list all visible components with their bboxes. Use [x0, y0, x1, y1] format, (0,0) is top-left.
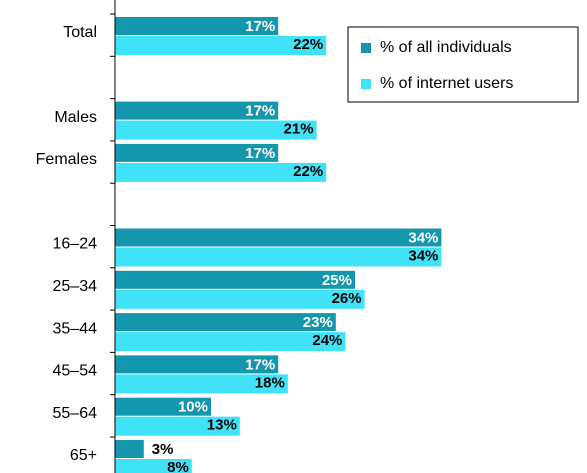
value-label: 10%: [178, 399, 208, 416]
value-label: 21%: [284, 121, 314, 138]
value-label: 17%: [245, 145, 275, 162]
bar: [115, 247, 442, 267]
bar: [115, 17, 279, 35]
bar: [115, 36, 327, 55]
legend-label: % of all individuals: [380, 39, 512, 56]
bar: [115, 355, 279, 374]
value-label: 18%: [255, 374, 285, 391]
y-tick-label: 25–34: [53, 278, 98, 295]
bar: [115, 270, 355, 289]
bar: [115, 289, 365, 309]
value-label: 3%: [152, 441, 174, 458]
value-label: 22%: [293, 36, 323, 53]
value-label: 25%: [322, 272, 352, 289]
value-label: 17%: [245, 18, 275, 35]
y-tick-label: 65+: [70, 447, 97, 464]
bar: [115, 120, 317, 140]
bar: [115, 459, 192, 473]
y-tick-label: 16–24: [53, 236, 98, 253]
bar: [115, 162, 327, 182]
legend-label: % of internet users: [380, 75, 513, 92]
value-label: 13%: [207, 417, 237, 434]
bar: [115, 143, 279, 162]
y-tick-label: 35–44: [53, 320, 98, 337]
y-tick-label: Females: [36, 151, 97, 168]
bar: [115, 332, 346, 352]
legend-swatch: [361, 79, 371, 89]
y-tick-label: 55–64: [53, 405, 98, 422]
value-label: 17%: [245, 103, 275, 120]
value-label: 23%: [303, 314, 333, 331]
value-label: 26%: [332, 290, 362, 307]
bar: [115, 228, 442, 247]
y-tick-label: Males: [54, 109, 97, 126]
bar: [115, 101, 279, 120]
bar: [115, 416, 240, 436]
bar: [115, 313, 336, 332]
bar: [115, 397, 211, 416]
value-label: 34%: [408, 229, 438, 246]
value-label: 17%: [245, 356, 275, 373]
legend-swatch: [361, 43, 371, 53]
bar: [115, 374, 288, 394]
bar: [115, 440, 144, 458]
y-tick-label: Total: [63, 24, 97, 41]
value-label: 34%: [408, 247, 438, 264]
value-label: 8%: [167, 459, 189, 473]
value-label: 24%: [312, 332, 342, 349]
legend-box: [347, 26, 579, 103]
y-tick-label: 45–54: [53, 363, 98, 380]
value-label: 22%: [293, 163, 323, 180]
